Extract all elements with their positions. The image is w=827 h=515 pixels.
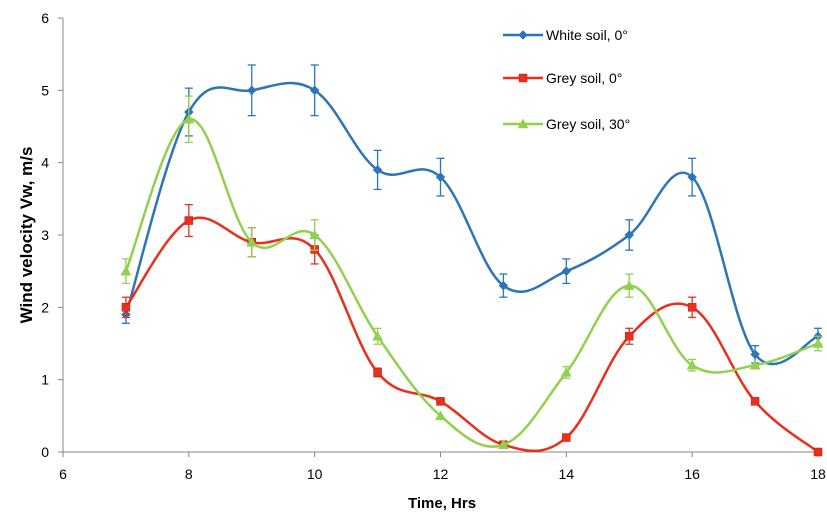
- series-1: [121, 203, 823, 457]
- legend: White soil, 0° Grey soil, 0° Grey soil, 30…: [503, 27, 630, 132]
- data-point: [560, 366, 572, 377]
- data-point: [435, 410, 446, 421]
- data-point: [309, 229, 321, 240]
- data-point: [624, 230, 635, 240]
- legend-marker: [517, 118, 529, 129]
- data-point: [687, 303, 697, 312]
- y-tick-labels: 0 1 2 3 4 5 6: [41, 10, 49, 460]
- x-tick-labels: 6 8 10 12 14 16 18: [59, 466, 826, 482]
- y-tick-label: 0: [41, 444, 49, 460]
- series-2: [120, 95, 824, 450]
- x-tick-label: 10: [307, 466, 323, 482]
- data-point: [372, 165, 383, 175]
- data-point: [246, 236, 258, 247]
- x-tick-label: 14: [559, 466, 575, 482]
- data-point: [562, 433, 571, 442]
- legend-label: White soil, 0°: [546, 27, 628, 43]
- data-point: [749, 359, 761, 370]
- x-tick-label: 12: [433, 466, 449, 482]
- data-point: [373, 368, 382, 377]
- data-point: [309, 85, 320, 96]
- series-line: [124, 216, 819, 453]
- data-point: [372, 330, 384, 341]
- series-line: [124, 81, 819, 366]
- legend-label: Grey soil, 0°: [546, 70, 622, 86]
- data-point: [686, 359, 698, 370]
- data-point: [625, 332, 634, 341]
- plot-area: [120, 64, 824, 457]
- data-point: [813, 447, 823, 457]
- x-tick-label: 16: [684, 466, 700, 482]
- y-tick-label: 3: [41, 227, 49, 243]
- y-tick-label: 1: [41, 372, 49, 388]
- x-tick-label: 6: [59, 466, 67, 482]
- legend-label: Grey soil, 30°: [546, 116, 630, 132]
- legend-marker: [518, 73, 528, 83]
- data-point: [497, 439, 509, 450]
- data-point: [183, 113, 195, 124]
- data-point: [184, 216, 194, 225]
- data-point: [561, 266, 572, 277]
- data-point: [750, 397, 760, 406]
- y-tick-label: 5: [41, 82, 49, 98]
- series-line: [124, 118, 819, 448]
- series-0: [121, 64, 823, 366]
- y-axis-title: Wind velocity Vw, m/s: [17, 147, 36, 324]
- data-point: [246, 85, 257, 96]
- data-point: [436, 397, 445, 406]
- data-point: [435, 172, 446, 182]
- y-tick-label: 4: [41, 155, 49, 171]
- data-point: [498, 280, 509, 291]
- x-axis-title: Time, Hrs: [408, 495, 476, 512]
- data-point: [750, 349, 760, 360]
- data-point: [623, 280, 635, 290]
- data-point: [120, 265, 132, 276]
- data-point: [121, 303, 131, 312]
- x-tick-label: 18: [810, 466, 826, 482]
- legend-marker: [518, 30, 528, 40]
- data-point: [812, 337, 824, 348]
- data-point: [687, 172, 698, 182]
- y-tick-label: 6: [41, 10, 49, 26]
- axes: [58, 17, 819, 457]
- y-tick-label: 2: [41, 299, 49, 315]
- x-tick-label: 8: [185, 466, 193, 482]
